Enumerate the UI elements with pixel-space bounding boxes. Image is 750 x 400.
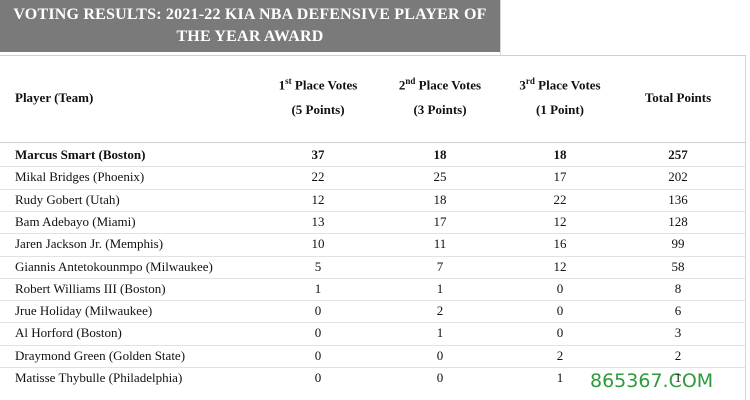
value-cell: 58 (671, 258, 685, 274)
value-cell: 8 (674, 280, 682, 296)
value-cell: 2 (674, 347, 682, 363)
border (500, 0, 501, 55)
value-cell: 128 (668, 213, 688, 229)
border (0, 142, 746, 143)
row-divider (0, 277, 746, 279)
row-divider (0, 367, 746, 368)
value-cell: 1 (314, 280, 322, 296)
value-cell: 1 (436, 325, 444, 341)
player-cell: Jaren Jackson Jr. (Memphis) (15, 236, 164, 252)
row-divider (0, 344, 746, 346)
header-label: Place Votes (538, 77, 601, 93)
value-cell: 3 (674, 325, 682, 341)
value-cell: 1 (674, 370, 682, 385)
player-cell: Jrue Holiday (Milwaukee) (15, 303, 153, 319)
value-cell: 0 (436, 370, 444, 385)
ordinal-suffix: st (285, 76, 292, 86)
border (0, 55, 746, 56)
player-cell: Draymond Green (Golden State) (15, 347, 186, 363)
value-cell: 0 (314, 347, 322, 363)
row-divider (0, 322, 746, 324)
column-header: Player (Team) (15, 90, 94, 105)
row-divider (0, 255, 746, 257)
value-cell: 2 (436, 303, 444, 319)
value-cell: 12 (553, 258, 567, 274)
ordinal-suffix: nd (405, 76, 416, 86)
value-cell: 22 (311, 169, 325, 185)
player-cell: Giannis Antetokounmpo (Milwaukee) (15, 258, 213, 274)
table-title: VOTING RESULTS: 2021-22 KIA NBA DEFENSIV… (0, 0, 500, 52)
value-cell: 12 (553, 213, 567, 229)
column-header: 2nd Place Votes (375, 76, 505, 93)
value-cell: 0 (556, 303, 564, 319)
header-label: Place Votes (418, 77, 482, 93)
value-cell: 136 (668, 191, 688, 207)
row-divider (0, 210, 746, 212)
value-cell: 17 (553, 169, 567, 185)
ordinal: 1 (278, 77, 286, 93)
value-cell: 7 (436, 258, 444, 274)
watermark: 865367.COM (590, 370, 714, 392)
value-cell: 12 (311, 191, 325, 207)
player-cell: Al Horford (Boston) (15, 325, 122, 341)
ordinal: 3 (519, 77, 526, 93)
row-divider (0, 233, 746, 235)
value-cell: 25 (433, 169, 447, 185)
column-subheader: (1 Point) (535, 102, 585, 117)
player-cell: Robert Williams III (Boston) (15, 280, 166, 296)
column-subheader: (5 Points) (291, 102, 345, 117)
value-cell: 16 (553, 236, 567, 252)
value-cell: 0 (314, 370, 322, 385)
player-cell: Mikal Bridges (Phoenix) (15, 169, 145, 185)
value-cell: 257 (668, 147, 688, 162)
value-cell: 5 (314, 258, 322, 274)
row-divider (0, 300, 746, 302)
player-cell: Rudy Gobert (Utah) (15, 191, 120, 207)
value-cell: 99 (671, 236, 685, 252)
value-cell: 18 (553, 147, 567, 162)
value-cell: 6 (674, 303, 682, 319)
column-header: Total Points (644, 90, 712, 105)
value-cell: 10 (311, 236, 325, 252)
column-subheader: (3 Points) (413, 102, 467, 117)
column-header: 1st Place Votes (253, 76, 383, 93)
value-cell: 1 (556, 370, 564, 385)
value-cell: 18 (433, 191, 447, 207)
value-cell: 1 (436, 280, 444, 296)
ordinal: 2 (398, 77, 406, 93)
value-cell: 18 (433, 147, 447, 162)
column-header: 3rd Place Votes (495, 76, 625, 93)
value-cell: 0 (314, 325, 322, 341)
value-cell: 37 (311, 147, 325, 162)
value-cell: 22 (553, 191, 567, 207)
value-cell: 0 (314, 303, 322, 319)
row-divider (0, 166, 746, 168)
value-cell: 13 (311, 213, 325, 229)
value-cell: 0 (556, 280, 564, 296)
player-cell: Matisse Thybulle (Philadelphia) (15, 370, 183, 385)
row-divider (0, 188, 746, 190)
ordinal-suffix: rd (525, 76, 535, 86)
value-cell: 11 (433, 236, 447, 252)
value-cell: 17 (433, 213, 447, 229)
header-label: Place Votes (294, 77, 358, 93)
border (745, 55, 746, 400)
value-cell: 0 (436, 347, 444, 363)
value-cell: 202 (668, 169, 688, 185)
player-cell: Marcus Smart (Boston) (15, 147, 146, 162)
value-cell: 2 (556, 347, 564, 363)
player-cell: Bam Adebayo (Miami) (15, 213, 136, 229)
value-cell: 0 (556, 325, 564, 341)
